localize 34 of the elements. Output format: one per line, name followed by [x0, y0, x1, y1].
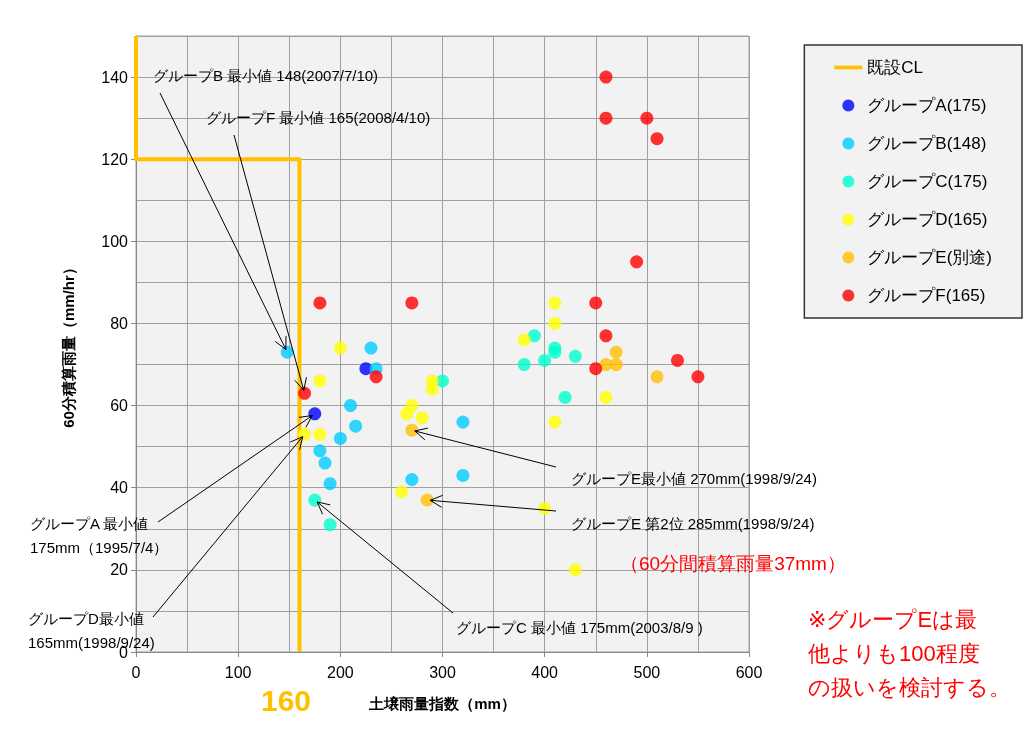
text: 他よりも100程度: [808, 641, 980, 667]
legend-label: グループF(165): [867, 286, 986, 305]
y-tick-label: 140: [101, 68, 129, 86]
text: 160: [261, 683, 312, 717]
y-tick-label: 80: [110, 314, 129, 332]
x-tick-label: 500: [633, 663, 661, 681]
legend-label: グループB(148): [867, 134, 987, 153]
y-tick-label: 100: [101, 232, 129, 250]
legend-label: グループD(165): [867, 210, 988, 229]
legend-label: グループC(175): [867, 172, 988, 191]
x-tick-label: 0: [131, 663, 141, 681]
legend-label: グループA(175): [867, 96, 987, 115]
x-tick-label: 400: [531, 663, 559, 681]
y-tick-label: 120: [101, 150, 129, 168]
annotation: グループA 最小値 175mm（1995/7/4）: [30, 514, 169, 556]
legend-label: 既設CL: [867, 58, 924, 77]
y-tick-label: 60: [110, 397, 129, 415]
annotation: グループC 最小値 175mm(2003/8/9 ): [456, 618, 703, 636]
x-tick-label: 600: [735, 663, 763, 681]
annotation: グループE最小値 270mm(1998/9/24): [571, 469, 817, 487]
x-tick-label: 300: [429, 663, 456, 681]
annotation: グループB 最小値 148(2007/7/10): [153, 66, 379, 84]
text: ※グループEは最: [808, 607, 978, 633]
x-axis-title: 土壌雨量指数（mm）: [368, 695, 516, 712]
x-tick-label: 200: [326, 663, 354, 681]
y-axis-title: 60分積算雨量（mm/hr）: [60, 260, 77, 428]
text: の扱いを検討する。: [808, 675, 1011, 701]
annotation: （60分間積算雨量37mm）: [620, 552, 846, 574]
y-tick-label: 20: [110, 561, 129, 579]
legend-label: グループE(別途): [867, 248, 993, 267]
annotation: グループE 第2位 285mm(1998/9/24): [571, 514, 815, 532]
y-tick-label: 40: [110, 479, 129, 497]
x-tick-label: 100: [224, 663, 252, 681]
annotation: グループF 最小値 165(2008/4/10): [206, 108, 431, 126]
